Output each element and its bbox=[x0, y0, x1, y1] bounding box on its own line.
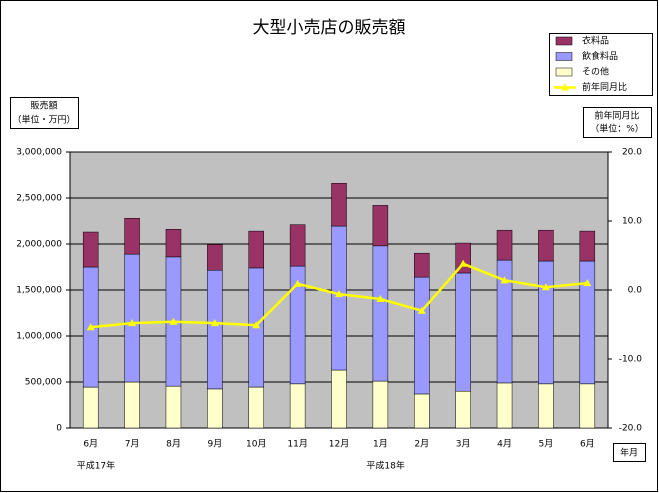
y-tick-label: 2,500,000 bbox=[16, 194, 62, 204]
legend-swatch bbox=[555, 52, 573, 61]
bar-segment bbox=[579, 230, 596, 262]
line-marker bbox=[293, 279, 302, 287]
x-tick-label: 7月 bbox=[125, 439, 140, 450]
legend-swatch bbox=[555, 36, 573, 46]
annotation: 平成17年 bbox=[77, 460, 115, 472]
bar-segment bbox=[165, 229, 182, 258]
bar-segment bbox=[496, 382, 513, 429]
y-tick-label: 1,500,000 bbox=[16, 286, 62, 296]
legend-label: 飲食料品 bbox=[582, 50, 618, 62]
x-label-box bbox=[613, 443, 646, 462]
bar-segment bbox=[372, 245, 389, 382]
x-tick-label: 8月 bbox=[166, 439, 181, 450]
legend-label: 前年同月比 bbox=[582, 81, 627, 93]
x-tick-label: 2月 bbox=[414, 439, 429, 450]
bar-segment bbox=[538, 229, 554, 262]
bar-segment bbox=[165, 385, 182, 429]
y2-label: （単位：%） bbox=[590, 123, 644, 135]
bar-segment bbox=[579, 383, 596, 429]
bar-segment bbox=[538, 260, 554, 385]
y2-tick-label: 0.0 bbox=[628, 286, 643, 296]
annotation: 平成18年 bbox=[366, 460, 404, 472]
y-label-box bbox=[10, 97, 79, 129]
bar-segment bbox=[331, 183, 347, 227]
x-tick-label: 10月 bbox=[246, 439, 266, 450]
line-marker bbox=[169, 317, 178, 325]
bar-segment bbox=[414, 252, 430, 278]
bar-segment bbox=[207, 388, 223, 429]
legend-label: 衣料品 bbox=[582, 35, 609, 47]
x-tick-label: 3月 bbox=[456, 439, 471, 450]
bar-segment bbox=[207, 269, 223, 390]
legend-label: その他 bbox=[582, 66, 609, 78]
bar-segment bbox=[372, 205, 389, 247]
line-marker bbox=[252, 321, 261, 329]
bar-segment bbox=[414, 393, 430, 429]
x-tick-label: 6月 bbox=[83, 439, 98, 450]
x-tick-label: 11月 bbox=[287, 439, 307, 450]
y2-label-box bbox=[583, 107, 652, 138]
y2-label: 前年同月比 bbox=[594, 110, 639, 122]
bar-segment bbox=[331, 369, 347, 429]
bar-segment bbox=[248, 386, 264, 429]
y-label: （単位・万円） bbox=[12, 114, 75, 126]
bar-segment bbox=[289, 383, 306, 429]
x-tick-label: 1月 bbox=[373, 439, 388, 450]
y-tick-label: 500,000 bbox=[25, 378, 62, 388]
bar-segment bbox=[496, 229, 513, 261]
bar-segment bbox=[538, 383, 554, 429]
line-marker bbox=[459, 259, 468, 267]
x-tick-label: 9月 bbox=[207, 439, 222, 450]
y-tick-label: 1,000,000 bbox=[16, 332, 62, 342]
bar-segment bbox=[289, 224, 306, 267]
bar-segment bbox=[248, 230, 264, 269]
line-marker bbox=[541, 283, 550, 291]
y2-tick-label: 20.0 bbox=[622, 148, 642, 158]
bar-segment bbox=[207, 244, 223, 271]
legend-swatch bbox=[555, 67, 573, 77]
y-tick-label: 0 bbox=[56, 424, 62, 434]
line-marker bbox=[335, 290, 343, 298]
line-marker bbox=[86, 323, 95, 331]
bar-segment bbox=[82, 386, 99, 429]
line-marker bbox=[376, 294, 385, 302]
x-label: 年月 bbox=[620, 447, 638, 459]
y-tick-label: 2,000,000 bbox=[16, 240, 62, 250]
y-tick-label: 3,000,000 bbox=[16, 148, 62, 158]
y2-tick-label: 10.0 bbox=[622, 217, 642, 227]
chart-title: 大型小売店の販売額 bbox=[253, 18, 406, 38]
bar-segment bbox=[82, 231, 99, 268]
x-tick-label: 6月 bbox=[580, 439, 595, 450]
bar-segment bbox=[124, 217, 140, 255]
bar-segment bbox=[455, 272, 471, 392]
line-marker bbox=[210, 319, 219, 327]
bar-segment bbox=[414, 276, 430, 395]
x-tick-label: 12月 bbox=[329, 439, 349, 450]
y2-tick-label: -10.0 bbox=[619, 355, 643, 365]
line-marker bbox=[417, 306, 426, 314]
legend-swatch bbox=[561, 83, 569, 91]
line-marker bbox=[500, 276, 509, 284]
bar-segment bbox=[455, 390, 471, 429]
bar-segment bbox=[331, 225, 347, 371]
bar-segment bbox=[124, 253, 140, 383]
bar-segment bbox=[372, 380, 389, 429]
line-marker bbox=[583, 279, 592, 287]
x-tick-label: 5月 bbox=[539, 439, 554, 450]
bar-segment bbox=[124, 381, 140, 429]
x-tick-label: 4月 bbox=[497, 439, 512, 450]
line-marker bbox=[128, 319, 137, 327]
y2-tick-label: -20.0 bbox=[619, 424, 643, 434]
y-label: 販売額 bbox=[30, 100, 57, 112]
